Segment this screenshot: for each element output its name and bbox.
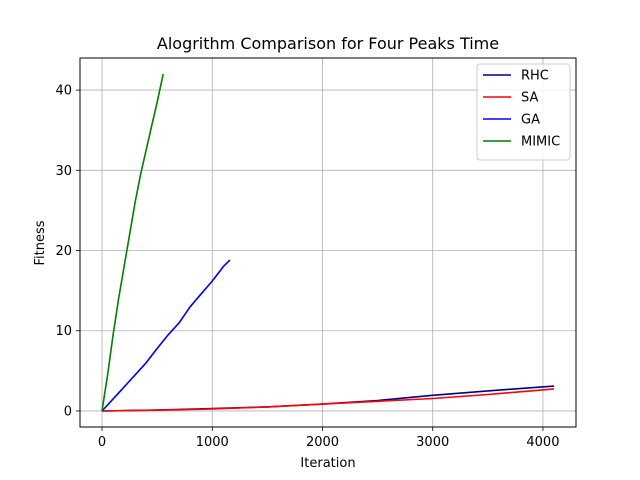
y-tick-label: 10 <box>55 324 72 339</box>
legend-label-sa: SA <box>521 91 538 106</box>
series-line-ga <box>101 259 231 412</box>
legend-label-rhc: RHC <box>521 69 549 84</box>
legend-box <box>476 63 571 161</box>
x-tick-label: 3000 <box>416 435 449 450</box>
y-tick-label: 20 <box>55 244 72 259</box>
series-line-mimic <box>101 73 164 412</box>
legend: RHC SA GA MIMIC <box>476 63 571 161</box>
series-lines <box>101 73 555 412</box>
plot-frame <box>79 57 577 428</box>
y-tick-label: 0 <box>64 404 72 419</box>
x-tick-label: 2000 <box>306 435 339 450</box>
x-tick-label: 0 <box>98 435 106 450</box>
chart-title: Alogrithm Comparison for Four Peaks Time <box>157 34 499 53</box>
x-tick-label: 1000 <box>196 435 229 450</box>
y-tick-label: 30 <box>55 164 72 179</box>
legend-label-mimic: MIMIC <box>521 135 560 150</box>
y-tick-label: 40 <box>55 84 72 99</box>
y-axis-label: Fitness <box>33 220 48 265</box>
legend-label-ga: GA <box>521 113 540 128</box>
axis-ticks: 0 1000 2000 3000 4000 0 10 20 30 40 <box>55 84 559 450</box>
series-line-sa <box>101 388 555 412</box>
x-tick-label: 4000 <box>526 435 559 450</box>
x-axis-label: Iteration <box>300 456 355 471</box>
